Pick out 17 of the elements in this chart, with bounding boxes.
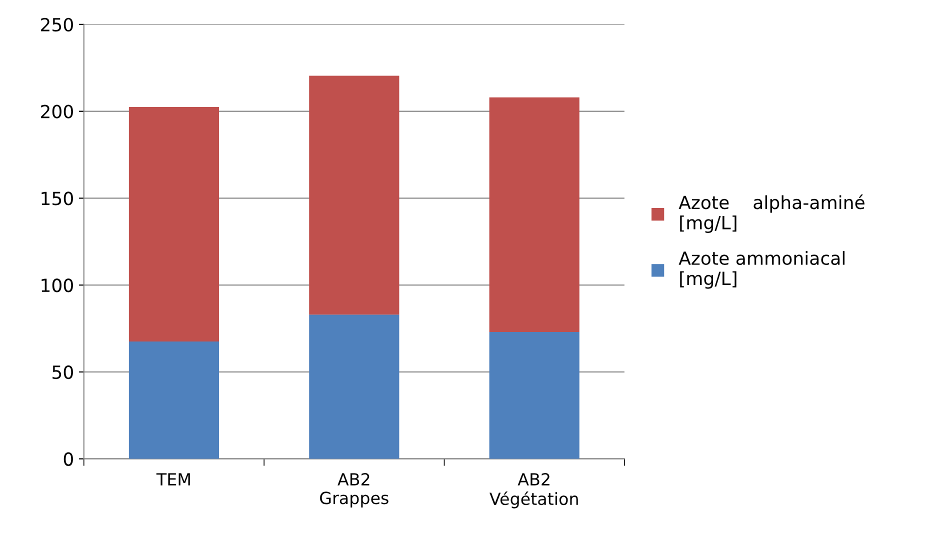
y-tick-label: 0 bbox=[64, 452, 73, 466]
bar bbox=[309, 76, 400, 315]
y-tick-label: 150 bbox=[42, 192, 73, 206]
bar bbox=[489, 97, 580, 332]
y-tick-label: 250 bbox=[41, 18, 73, 32]
legend-label: Azote alpha-aminé [mg/L] bbox=[678, 194, 864, 233]
x-tick-label: AB2 Végétation bbox=[490, 473, 578, 508]
y-tick-label: 200 bbox=[41, 104, 73, 118]
y-tick-label: 100 bbox=[42, 278, 73, 292]
bar bbox=[489, 332, 580, 459]
bar bbox=[128, 342, 220, 459]
bar bbox=[128, 106, 220, 342]
y-tick-label: 50 bbox=[52, 365, 73, 380]
x-tick-label: TEM bbox=[156, 473, 190, 486]
legend-label: Azote ammoniacal [mg/L] bbox=[678, 251, 845, 289]
bar bbox=[309, 314, 400, 459]
x-tick-label: AB2 Grappes bbox=[320, 473, 388, 508]
